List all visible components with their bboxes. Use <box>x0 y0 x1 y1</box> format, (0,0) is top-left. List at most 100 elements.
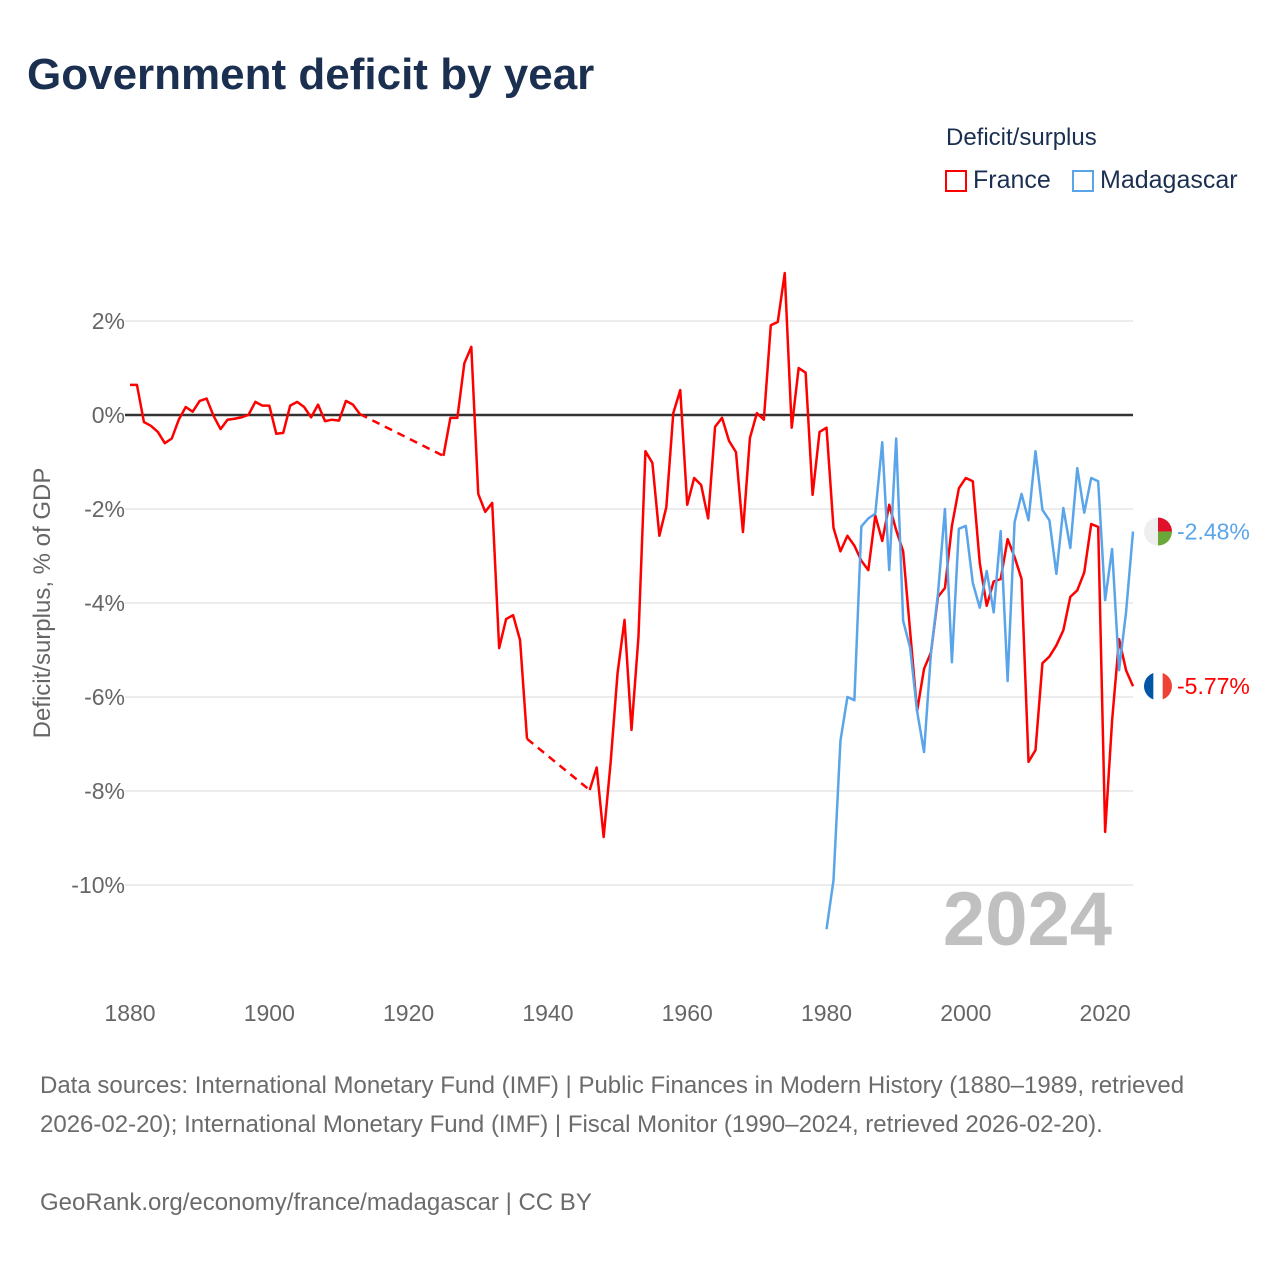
madagascar-data-point <box>1046 517 1052 523</box>
madagascar-flag-icon <box>1144 517 1172 546</box>
france-data-point <box>287 403 293 409</box>
france-data-point <box>447 415 453 421</box>
madagascar-data-point <box>1088 475 1094 481</box>
france-data-point <box>162 440 168 446</box>
legend-label: Madagascar <box>1100 166 1238 194</box>
madagascar-data-point <box>942 506 948 512</box>
madagascar-data-point <box>1053 571 1059 577</box>
france-data-point <box>336 418 342 424</box>
france-data-point <box>601 834 607 840</box>
france-data-point <box>970 478 976 484</box>
madagascar-data-point <box>879 439 885 445</box>
france-data-point <box>691 475 697 481</box>
france-data-point <box>301 404 307 410</box>
france-data-point <box>1032 747 1038 753</box>
france-data-point <box>280 430 286 436</box>
france-data-point <box>524 736 530 742</box>
madagascar-data-point <box>1026 517 1032 523</box>
france-data-point <box>663 504 669 510</box>
france-flag-icon <box>1144 672 1172 701</box>
france-data-point <box>594 765 600 771</box>
madagascar-line-segment <box>825 437 1135 930</box>
flag-stripe <box>1144 517 1158 546</box>
x-tick-label: 1940 <box>522 1000 573 1026</box>
madagascar-data-point <box>1012 519 1018 525</box>
france-data-point <box>761 417 767 423</box>
credit-link[interactable]: GeoRank.org/economy/france/madagascar | … <box>40 1189 592 1216</box>
y-tick-label: -6% <box>84 684 125 710</box>
france-data-point <box>719 415 725 421</box>
france-data-point <box>468 344 474 350</box>
france-data-point <box>629 727 635 733</box>
france-data-point <box>329 417 335 423</box>
france-data-point <box>1109 718 1115 724</box>
madagascar-data-point <box>991 609 997 615</box>
france-data-point <box>977 560 983 566</box>
france-data-point <box>343 398 349 404</box>
y-tick-label: 2% <box>92 308 125 334</box>
x-tick-label: 2000 <box>940 1000 991 1026</box>
france-data-point <box>921 666 927 672</box>
france-gap-dashed <box>526 737 591 792</box>
y-tick-label: -4% <box>84 590 125 616</box>
france-data-point <box>865 567 871 573</box>
france-data-point <box>1081 569 1087 575</box>
france-data-point <box>148 423 154 429</box>
france-data-point <box>252 399 258 405</box>
flag-stripe <box>1158 517 1172 532</box>
france-data-point <box>176 417 182 423</box>
madagascar-data-point <box>1130 529 1136 535</box>
france-data-point <box>810 492 816 498</box>
france-data-point <box>789 425 795 431</box>
france-data-point <box>1088 521 1094 527</box>
france-data-point <box>294 399 300 405</box>
france-data-point <box>670 410 676 416</box>
france-gap-dashed <box>359 412 444 458</box>
madagascar-data-point <box>1067 545 1073 551</box>
france-data-point <box>496 645 502 651</box>
france-data-point <box>259 403 265 409</box>
france-data-point <box>893 527 899 533</box>
madagascar-data-point <box>984 568 990 574</box>
madagascar-data-point <box>1032 448 1038 454</box>
france-data-point <box>308 414 314 420</box>
madagascar-data-point <box>900 618 906 624</box>
madagascar-data-point <box>865 515 871 521</box>
france-data-point <box>942 585 948 591</box>
france-data-point <box>127 382 133 388</box>
madagascar-data-point <box>1081 510 1087 516</box>
madagascar-data-point <box>1039 507 1045 513</box>
france-data-point <box>350 402 356 408</box>
france-data-point <box>183 404 189 410</box>
france-data-point <box>733 449 739 455</box>
legend-title: Deficit/surplus <box>946 124 1097 151</box>
france-data-point <box>740 529 746 535</box>
france-data-point <box>134 382 140 388</box>
madagascar-data-point <box>998 528 1004 534</box>
france-line-segment <box>588 271 1135 839</box>
france-data-point <box>796 365 802 371</box>
france-data-point <box>754 410 760 416</box>
france-data-point <box>1005 536 1011 542</box>
france-data-point <box>782 270 788 276</box>
france-data-point <box>963 475 969 481</box>
y-axis-label: Deficit/surplus, % of GDP <box>29 468 56 739</box>
madagascar-end-label: -2.48% <box>1177 519 1250 545</box>
france-data-point <box>956 485 962 491</box>
flag-stripe <box>1153 672 1164 701</box>
france-data-point <box>190 409 196 415</box>
france-data-point <box>1123 667 1129 673</box>
france-data-point <box>803 370 809 376</box>
y-tick-label: -10% <box>71 872 125 898</box>
france-data-point <box>231 416 237 422</box>
legend-item-madagascar[interactable]: Madagascar <box>1072 166 1238 195</box>
x-tick-label: 1960 <box>662 1000 713 1026</box>
x-tick-label: 1920 <box>383 1000 434 1026</box>
france-data-point <box>141 419 147 425</box>
madagascar-data-point <box>970 580 976 586</box>
legend-item-france[interactable]: France <box>945 166 1051 195</box>
madagascar-data-point <box>956 526 962 532</box>
france-data-point <box>830 525 836 531</box>
madagascar-data-point <box>1102 597 1108 603</box>
france-data-point <box>1067 594 1073 600</box>
